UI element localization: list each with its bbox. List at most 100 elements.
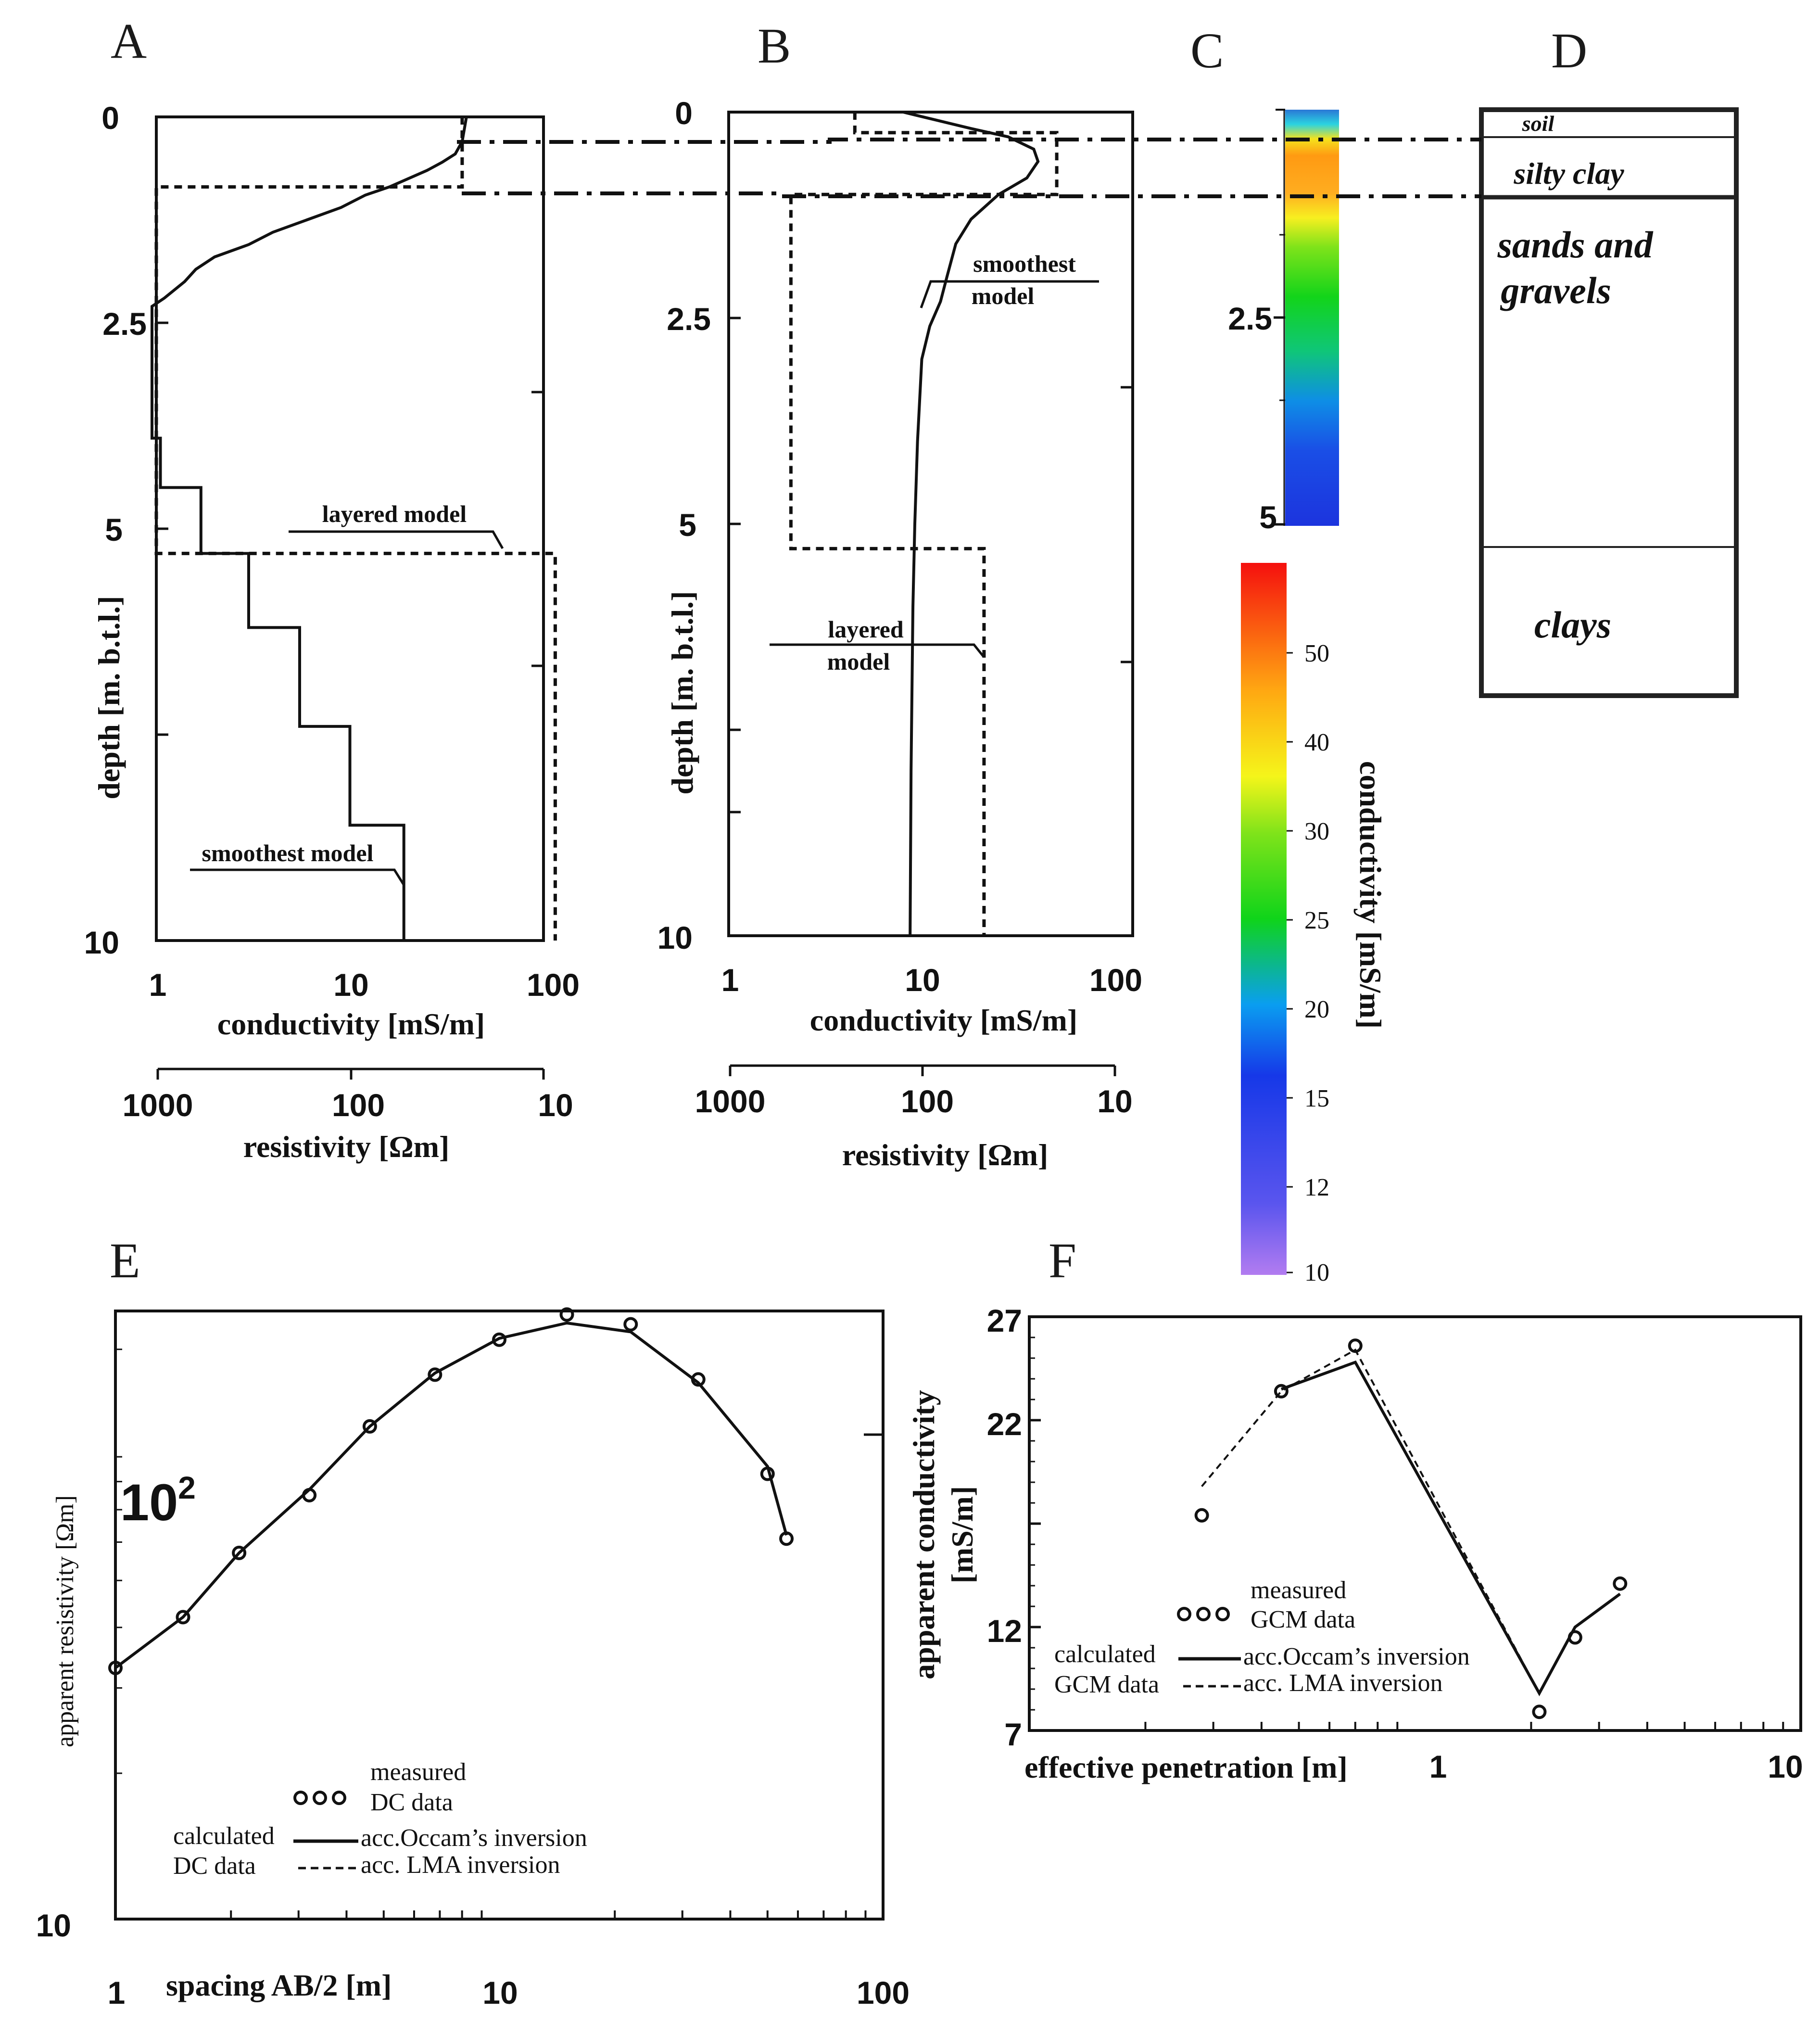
panel-f-plot: [1194, 1338, 1628, 1719]
panel-d-log-frame: [1479, 107, 1739, 698]
panel-e-xtick-100: 100: [857, 1975, 910, 2010]
panel-f-measured-point: [1613, 1576, 1628, 1591]
panel-b-x2label: resistivity [Ωm]: [842, 1138, 1049, 1172]
panel-d: D soil silty clay sands and gravels clay…: [1479, 23, 1739, 698]
panel-f-series-lma: [1201, 1349, 1621, 1695]
panel-f-ytick-12: 12: [987, 1613, 1022, 1649]
correlation-lines: [457, 138, 1481, 198]
panel-f-legend-lma: acc. LMA inversion: [1243, 1669, 1442, 1697]
panel-a-leader-smooth: [190, 868, 405, 886]
panel-a: A 0 2.5 5 10 depth [m. b.t.l.] 1 10 100 …: [84, 13, 580, 1164]
panel-c-colorbar-ticks: [1287, 652, 1293, 1273]
panel-f-xlabel: effective penetration [m]: [1024, 1750, 1348, 1784]
panel-b-plot: [789, 111, 1059, 936]
panel-b: B 0 2.5 5 10 depth [m. b.t.l.] 1 10 100 …: [657, 18, 1142, 1172]
panel-e-legend-calc-2: DC data: [173, 1852, 256, 1880]
panel-e-series-occam: [114, 1321, 788, 1669]
panel-f-xtick-1: 1: [1429, 1749, 1447, 1784]
panel-c: C 2.5 5 50 40 30 25 20 15 12 10: [1190, 23, 1388, 1286]
panel-e-ytick-100: 102: [120, 1470, 196, 1531]
panel-e-measured-point: [559, 1307, 574, 1322]
panel-b-letter: B: [758, 18, 791, 74]
panel-b-series-layered: [789, 112, 1059, 936]
panel-a-ytick-2-5: 2.5: [102, 306, 147, 342]
panel-b-xlabel: conductivity [mS/m]: [810, 1003, 1077, 1037]
panel-b-leader-layered: [770, 643, 985, 658]
panel-a-ytick-5: 5: [105, 512, 123, 547]
panel-c-cbtick-10: 10: [1304, 1259, 1329, 1286]
panel-e-legend-lma: acc. LMA inversion: [361, 1851, 560, 1879]
panel-f-legend: measured GCM data calculated GCM data ac…: [1054, 1577, 1470, 1698]
panel-f-ytick-22: 22: [987, 1406, 1022, 1442]
panel-e-measured-point: [623, 1317, 638, 1332]
panel-d-layer-soil: soil: [1522, 111, 1555, 136]
panel-b-leader-smooth: [920, 280, 1099, 308]
panel-f-series-occam: [1280, 1360, 1621, 1696]
panel-a-xlabel: conductivity [mS/m]: [217, 1007, 485, 1041]
panel-a-xtick-100: 100: [527, 967, 580, 1003]
panel-e-plot: [108, 1307, 794, 1675]
panel-e-legend-marker-2: [313, 1791, 327, 1805]
panel-f-legend-measured-1: measured: [1251, 1577, 1346, 1604]
panel-c-colorbar-title: conductivity [mS/m]: [1353, 761, 1388, 1029]
panel-f-measured-point: [1274, 1384, 1289, 1399]
panel-c-y-axis: [1274, 109, 1285, 526]
panel-d-layer-clays: clays: [1534, 604, 1611, 646]
panel-f-ytick-7: 7: [1004, 1717, 1022, 1752]
panel-e-ytick-10: 10: [36, 1908, 71, 1943]
panel-f-ylabel-1: apparent conductivity: [907, 1390, 941, 1679]
panel-b-ytick-5: 5: [679, 507, 696, 543]
panel-c-cbtick-50: 50: [1304, 640, 1329, 667]
panel-a-series-layered: [154, 117, 557, 941]
panel-d-layer-sands: sands and: [1497, 224, 1654, 266]
panel-c-ytick-2-5: 2.5: [1228, 301, 1272, 336]
panel-b-ann-smooth-1: smoothest: [973, 250, 1076, 277]
panel-b-ann-layered-1: layered: [828, 616, 904, 643]
panel-b-ytick-0: 0: [675, 95, 693, 131]
panel-e-legend-calc-1: calculated: [173, 1822, 275, 1850]
panel-c-cbtick-40: 40: [1304, 729, 1329, 756]
panel-a-ylabel: depth [m. b.t.l.]: [92, 596, 126, 799]
panel-e-legend-marker-3: [332, 1791, 346, 1805]
panel-f-legend-marker-1: [1177, 1607, 1191, 1621]
panel-e-xtick-10: 10: [482, 1975, 518, 2010]
correlation-line-bottom: [462, 191, 1481, 198]
panel-e-legend: measured DC data calculated DC data acc.…: [173, 1758, 587, 1880]
panel-f-letter: F: [1049, 1233, 1076, 1288]
panel-f-measured-point: [1194, 1508, 1209, 1523]
panel-e-measured-point: [176, 1610, 190, 1625]
panel-f-legend-marker-3: [1215, 1607, 1230, 1621]
panel-d-layer-gravels: gravels: [1500, 269, 1611, 311]
panel-c-conductivity-column: [1285, 110, 1339, 526]
panel-a-ytick-10: 10: [84, 925, 119, 960]
panel-a-x2tick-10: 10: [538, 1087, 573, 1123]
panel-a-letter: A: [111, 13, 147, 69]
panel-c-cbtick-30: 30: [1304, 818, 1329, 845]
panel-e-measured-point: [362, 1419, 377, 1434]
panel-e-legend-measured-1: measured: [370, 1758, 466, 1786]
panel-b-xtick-1: 1: [721, 962, 739, 998]
panel-f-legend-marker-2: [1196, 1607, 1211, 1621]
panel-b-xtick-10: 10: [905, 962, 940, 998]
panel-e-series-lma: [114, 1322, 788, 1669]
panel-e-xtick-1: 1: [108, 1975, 126, 2010]
panel-b-ytick-10: 10: [657, 920, 693, 955]
panel-c-colorbar: [1241, 563, 1287, 1275]
panel-e-measured-point: [492, 1332, 506, 1347]
panel-e-legend-marker-1: [293, 1791, 308, 1805]
panel-a-x2tick-1000: 1000: [123, 1087, 193, 1123]
panel-a-xtick-1: 1: [149, 967, 167, 1003]
panel-a-ann-smooth: smoothest model: [202, 840, 374, 866]
panel-c-cbtick-25: 25: [1304, 907, 1329, 934]
panel-a-leader-layered: [289, 530, 504, 549]
correlation-line-top: [457, 138, 1481, 144]
panel-b-ylabel: depth [m. b.t.l.]: [665, 591, 699, 794]
panel-c-letter: C: [1190, 23, 1224, 78]
panel-f-legend-occam: acc.Occam’s inversion: [1243, 1643, 1470, 1670]
panel-f-legend-calc-2: GCM data: [1054, 1671, 1159, 1698]
panel-b-xtick-100: 100: [1089, 962, 1142, 998]
panel-e-measured-point: [232, 1545, 247, 1560]
panel-e-measured-point: [428, 1367, 442, 1382]
panel-e-minor-ticks: [115, 1349, 883, 1919]
